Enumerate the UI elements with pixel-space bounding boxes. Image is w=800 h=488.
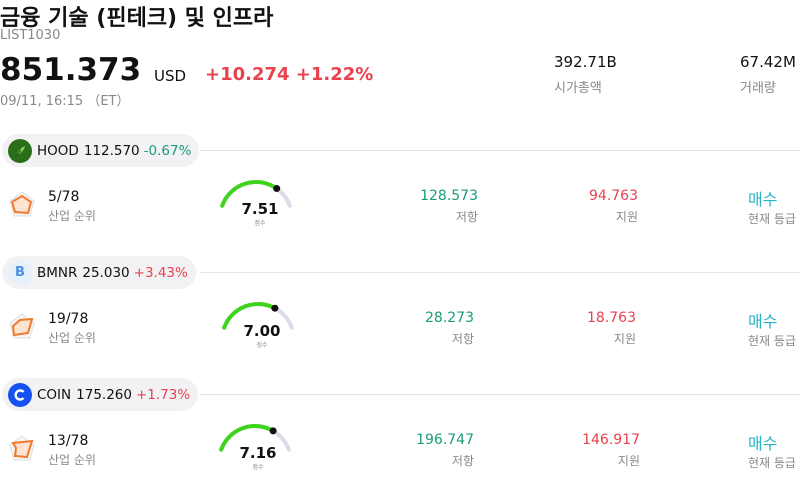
- support-label: 지원: [615, 210, 638, 224]
- support-value: 94.763: [589, 188, 638, 204]
- industry-rank-label: 산업 순위: [48, 453, 96, 467]
- rating-value: 매수: [748, 434, 778, 453]
- index-code: LIST1030: [0, 28, 61, 43]
- rating-label: 현재 등급: [748, 212, 796, 226]
- currency-label: USD: [154, 67, 187, 85]
- stock-card[interactable]: COIN 175.260 +1.73% 13/78 산업 순위 7.16 점수 …: [0, 378, 800, 488]
- rating-value: 매수: [748, 312, 778, 331]
- rating-value: 매수: [748, 190, 778, 209]
- pentagon-radar-icon: [9, 313, 35, 339]
- score-value: 7.16: [239, 444, 277, 462]
- industry-rank: 13/78: [48, 433, 89, 449]
- resistance-value: 128.573: [420, 188, 478, 204]
- feather-icon: [8, 138, 32, 163]
- score-value: 7.51: [241, 200, 279, 218]
- ticker-symbol: BMNR: [37, 264, 78, 281]
- industry-rank-label: 산업 순위: [48, 331, 96, 345]
- rating-label: 현재 등급: [748, 456, 796, 470]
- resistance-value: 28.273: [425, 310, 474, 326]
- ticker-symbol: COIN: [37, 386, 72, 403]
- support-value: 146.917: [582, 432, 640, 448]
- ticker-change: -0.67%: [143, 142, 192, 159]
- ticker-pill[interactable]: HOOD 112.570 -0.67%: [2, 134, 200, 167]
- resistance-label: 저항: [455, 210, 478, 224]
- coinbase-icon: [8, 382, 32, 407]
- industry-rank: 19/78: [48, 311, 89, 327]
- ticker-pill[interactable]: COIN 175.260 +1.73%: [2, 378, 199, 411]
- divider: [200, 272, 800, 273]
- ticker-price: 25.030: [82, 264, 130, 281]
- support-value: 18.763: [587, 310, 636, 326]
- ticker-price: 175.260: [76, 386, 132, 403]
- market-cap-label: 시가총액: [554, 81, 602, 96]
- score-label: 점수: [254, 220, 266, 227]
- ticker-price: 112.570: [83, 142, 140, 159]
- industry-rank-label: 산업 순위: [48, 209, 96, 223]
- resistance-label: 저항: [451, 454, 474, 468]
- score-gauge: [220, 180, 292, 208]
- rating-label: 현재 등급: [748, 334, 796, 348]
- market-cap-value: 392.71B: [554, 53, 617, 71]
- ticker-pill[interactable]: B BMNR 25.030 +3.43%: [2, 256, 196, 289]
- stock-card[interactable]: B BMNR 25.030 +3.43% 19/78 산업 순위 7.00 점수…: [0, 256, 800, 378]
- letter-b-icon: B: [8, 260, 32, 285]
- resistance-label: 저항: [451, 332, 474, 346]
- resistance-value: 196.747: [416, 432, 474, 448]
- support-label: 지원: [613, 332, 636, 346]
- price-change: +10.274 +1.22%: [205, 64, 374, 85]
- score-gauge: [219, 424, 291, 452]
- industry-rank: 5/78: [48, 189, 80, 205]
- timestamp: 09/11, 16:15 （ET）: [0, 94, 130, 109]
- stock-card[interactable]: HOOD 112.570 -0.67% 5/78 산업 순위 7.51 점수 1…: [0, 134, 800, 256]
- ticker-symbol: HOOD: [37, 142, 79, 159]
- page-title: 금융 기술 (핀테크) 및 인프라: [0, 6, 274, 31]
- divider: [200, 394, 800, 395]
- index-price: 851.373: [0, 52, 142, 88]
- support-label: 지원: [617, 454, 640, 468]
- pentagon-radar-icon: [9, 191, 35, 217]
- score-value: 7.00: [243, 322, 281, 340]
- pentagon-radar-icon: [9, 435, 35, 461]
- volume-label: 거래량: [740, 81, 776, 96]
- score-label: 점수: [256, 342, 268, 349]
- ticker-change: +1.73%: [135, 386, 191, 403]
- score-label: 점수: [252, 464, 264, 471]
- score-gauge: [222, 302, 294, 330]
- ticker-change: +3.43%: [133, 264, 188, 281]
- volume-value: 67.42M: [740, 53, 796, 71]
- divider: [200, 150, 800, 151]
